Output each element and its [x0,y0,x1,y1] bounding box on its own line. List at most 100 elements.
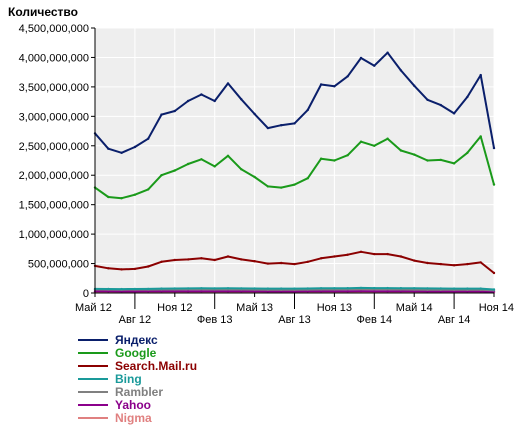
data-point [346,154,349,157]
y-tick-label: 4,000,000,000 [19,52,89,64]
data-point [226,290,230,293]
data-point [306,287,309,290]
data-point [240,287,243,290]
data-point [293,290,296,293]
x-tick-label: Фев 14 [356,314,392,326]
x-tick-label: Май 14 [396,302,433,314]
data-point [452,264,456,267]
data-point [466,287,469,290]
data-point [293,122,296,125]
data-point [266,126,270,130]
x-tick-label: Ноя 14 [479,302,514,314]
data-point [333,159,336,162]
data-point [386,290,389,293]
data-point [426,261,429,265]
data-point [386,137,389,140]
data-point [319,157,323,160]
y-tick-label: 2,500,000,000 [19,141,89,153]
data-point [466,95,469,99]
legend: ЯндексGoogleSearch.Mail.ruBingRamblerYah… [78,333,197,425]
data-point [359,289,363,293]
data-point [253,290,256,293]
data-point [147,290,150,293]
data-point [426,287,429,290]
data-point [439,103,442,107]
data-point [213,287,216,290]
data-point [293,287,296,290]
data-point [346,75,349,78]
data-point [266,290,270,293]
data-point [253,112,256,116]
series-lines [93,51,496,294]
data-point [120,151,123,154]
y-tick-label: 3,500,000,000 [19,82,89,94]
data-point [226,255,230,258]
data-point [226,154,230,157]
data-point [386,286,389,290]
data-point [107,290,110,293]
x-tick-label: Ноя 13 [317,302,352,314]
data-point [200,290,203,293]
legend-label: Yahoo [115,398,151,412]
data-point [413,259,416,262]
data-point [226,82,230,85]
data-point [160,113,163,116]
data-point [280,124,283,127]
x-tick-label: Фев 13 [197,314,233,326]
data-point [346,290,349,293]
x-tick-label: Май 12 [75,302,112,314]
data-point [186,99,190,103]
data-point [319,257,323,260]
data-point [399,255,403,258]
data-point [186,287,190,290]
x-tick-label: Авг 12 [119,314,151,326]
data-point [399,290,403,293]
data-point [439,262,442,266]
data-point [107,195,110,199]
data-point [293,183,296,186]
data-point [492,183,496,186]
data-point [413,153,416,156]
x-tick-label: Авг 14 [438,314,470,326]
data-point [186,258,190,261]
legend-label: Яндекс [115,333,158,347]
data-point [452,287,456,290]
data-point [399,149,403,152]
data-point [107,267,110,270]
y-tick-label: 0 [83,288,89,300]
data-point [452,162,456,165]
data-point [306,260,309,263]
data-point [479,135,482,138]
data-point [173,109,176,113]
data-point [413,84,416,87]
data-point [492,271,496,275]
data-point [120,290,123,293]
data-point [160,287,163,290]
axes [91,28,494,297]
data-point [492,288,496,291]
data-point [386,51,389,54]
data-point [213,258,216,262]
data-point [333,85,336,88]
y-axis-title: Количество [8,5,78,19]
data-point [280,261,283,265]
data-point [240,290,243,293]
data-point [479,73,482,77]
data-point [359,250,363,253]
legend-label: Google [115,346,157,360]
data-point [373,144,376,147]
data-point [107,147,110,150]
data-point [399,69,403,72]
data-point [253,260,256,263]
data-point [359,286,363,290]
data-point [133,287,137,291]
data-point [186,162,190,166]
data-point [373,286,376,290]
data-point [452,112,456,115]
x-tick-label: Авг 13 [278,314,310,326]
data-point [253,287,256,290]
y-tick-label: 4,500,000,000 [19,23,89,35]
data-point [413,287,416,290]
